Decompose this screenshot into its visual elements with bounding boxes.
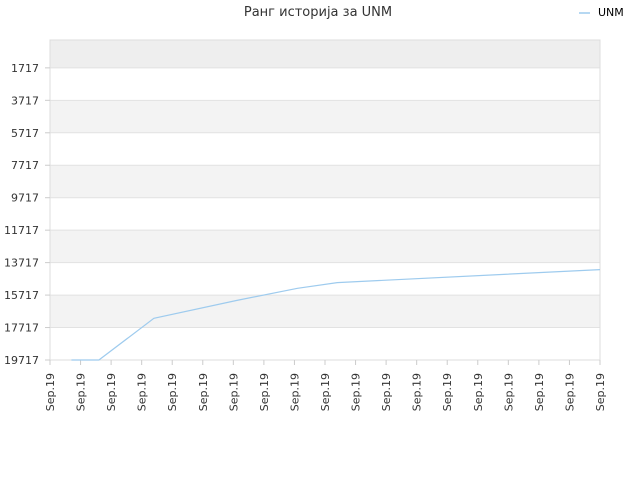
x-tick-label: Sep.19 — [75, 373, 88, 411]
series-layer — [71, 269, 601, 361]
x-tick-label: Sep.19 — [350, 373, 363, 411]
plot-bands — [50, 40, 600, 328]
x-tick-label: Sep.19 — [533, 373, 546, 411]
x-tick-label: Sep.19 — [136, 373, 149, 411]
y-axis-ticks: 1717 3717 5717 7717 9717 11717 13717 15717 17717… — [4, 62, 50, 367]
y-tick-label: 9717 — [11, 192, 39, 205]
x-axis-ticks: Sep.19 Sep.19 Sep.19 Sep.19 Sep.19 Sep.19 Sep.… — [44, 360, 607, 411]
y-tick-label: 13717 — [4, 257, 39, 270]
x-tick-label: Sep.19 — [105, 373, 118, 411]
y-tick-label: 11717 — [4, 224, 39, 237]
x-tick-label: Sep.19 — [411, 373, 424, 411]
x-tick-label: Sep.19 — [563, 373, 576, 411]
chart-title: Ранг историја за UNM — [244, 5, 392, 20]
x-tick-label: Sep.19 — [441, 373, 454, 411]
x-tick-label: Sep.19 — [166, 373, 179, 411]
plot-band — [50, 40, 600, 68]
plot-band — [50, 295, 600, 328]
x-tick-label: Sep.19 — [319, 373, 332, 411]
x-tick-label: Sep.19 — [594, 373, 607, 411]
y-tick-label: 5717 — [11, 127, 39, 140]
x-tick-label: Sep.19 — [258, 373, 271, 411]
x-tick-label: Sep.19 — [380, 373, 393, 411]
plot-band — [50, 230, 600, 263]
legend[interactable]: UNM — [579, 6, 624, 19]
y-tick-label: 3717 — [11, 94, 39, 107]
x-tick-label: Sep.19 — [227, 373, 240, 411]
plot-band — [50, 165, 600, 198]
x-tick-label: Sep.19 — [472, 373, 485, 411]
y-tick-label: 19717 — [4, 354, 39, 367]
y-tick-label: 7717 — [11, 159, 39, 172]
y-tick-label: 17717 — [4, 322, 39, 335]
x-tick-label: Sep.19 — [288, 373, 301, 411]
x-tick-label: Sep.19 — [502, 373, 515, 411]
x-tick-label: Sep.19 — [197, 373, 210, 411]
y-tick-label: 15717 — [4, 289, 39, 302]
y-tick-label: 1717 — [11, 62, 39, 75]
legend-label-unm: UNM — [598, 6, 624, 19]
x-tick-label: Sep.19 — [44, 373, 57, 411]
series-line-unm — [71, 269, 601, 361]
plot-band — [50, 100, 600, 133]
